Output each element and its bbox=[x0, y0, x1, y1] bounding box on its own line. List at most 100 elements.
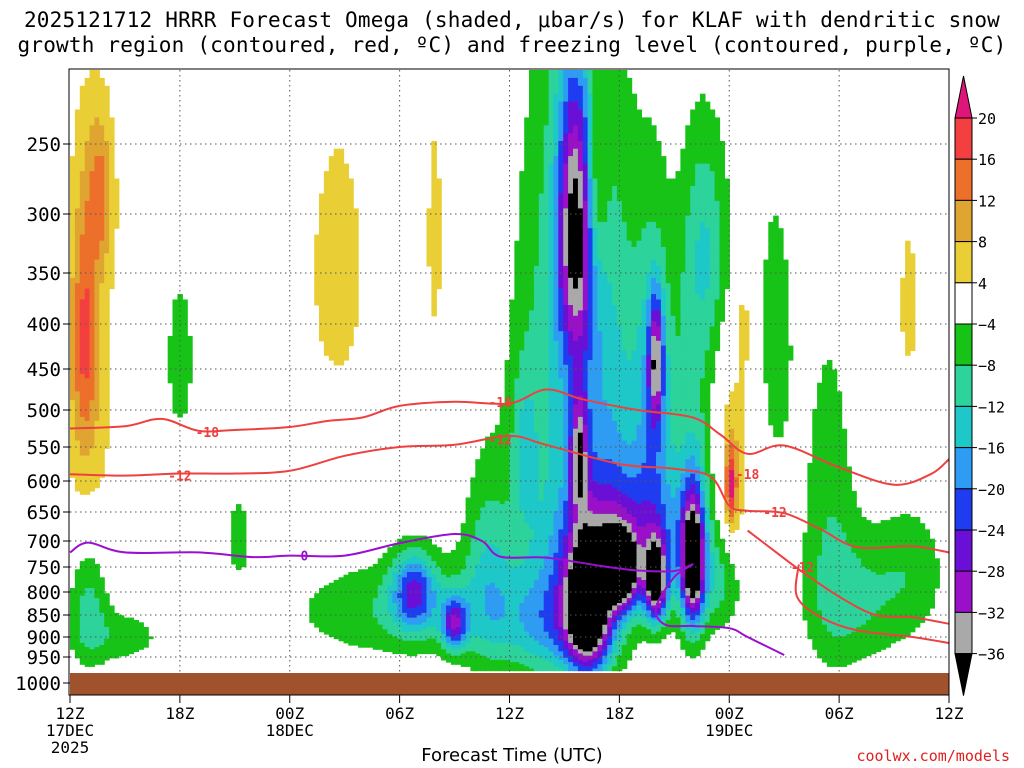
omega-cell bbox=[704, 360, 711, 366]
omega-cell bbox=[641, 440, 647, 446]
omega-cell bbox=[89, 420, 95, 426]
omega-cell bbox=[607, 490, 613, 495]
omega-cell bbox=[646, 355, 652, 361]
omega-cell bbox=[543, 455, 550, 460]
omega-cell bbox=[836, 490, 843, 495]
omega-cell bbox=[636, 364, 642, 371]
omega-cell bbox=[646, 163, 652, 172]
omega-cell bbox=[680, 310, 686, 317]
omega-cell bbox=[631, 440, 638, 446]
omega-cell bbox=[319, 305, 325, 311]
omega-cell bbox=[563, 459, 569, 464]
omega-cell bbox=[660, 163, 667, 172]
omega-cell bbox=[778, 395, 784, 401]
omega-cell bbox=[533, 148, 540, 157]
omega-cell bbox=[480, 497, 486, 502]
omega-cell bbox=[729, 404, 735, 410]
omega-cell bbox=[773, 326, 779, 332]
omega-cell bbox=[631, 428, 638, 434]
omega-cell bbox=[519, 487, 525, 492]
omega-cell bbox=[768, 345, 774, 351]
omega-cell bbox=[577, 369, 584, 375]
omega-cell bbox=[84, 148, 91, 157]
omega-cell bbox=[74, 436, 81, 442]
omega-cell bbox=[99, 221, 105, 229]
omega-cell bbox=[524, 305, 530, 311]
omega-cell bbox=[94, 420, 100, 426]
omega-cell bbox=[783, 310, 789, 317]
omega-cell bbox=[74, 462, 81, 468]
omega-cell bbox=[338, 253, 345, 261]
omega-cell bbox=[768, 247, 774, 254]
omega-cell bbox=[568, 350, 574, 356]
omega-cell bbox=[89, 340, 95, 347]
omega-cell bbox=[704, 133, 711, 142]
omega-cell bbox=[573, 432, 579, 438]
omega-cell bbox=[631, 355, 638, 361]
omega-cell bbox=[514, 265, 520, 273]
omega-cell bbox=[587, 215, 594, 223]
omega-cell bbox=[700, 288, 706, 295]
omega-cell bbox=[79, 400, 86, 406]
omega-cell bbox=[529, 497, 535, 502]
omega-cell bbox=[568, 221, 574, 229]
omega-cell bbox=[70, 360, 76, 366]
omega-cell bbox=[597, 455, 603, 460]
omega-cell bbox=[533, 387, 540, 392]
omega-cell bbox=[704, 299, 711, 306]
omega-cell bbox=[714, 259, 721, 267]
omega-cell bbox=[568, 336, 574, 342]
omega-cell bbox=[573, 265, 579, 273]
omega-cell bbox=[79, 178, 86, 187]
omega-cell bbox=[543, 408, 550, 414]
omega-cell bbox=[651, 345, 657, 351]
omega-cell bbox=[553, 360, 559, 366]
omega-cell bbox=[621, 70, 628, 79]
omega-cell bbox=[314, 299, 320, 306]
omega-cell bbox=[739, 382, 745, 388]
omega-cell bbox=[426, 215, 432, 223]
omega-cell bbox=[709, 378, 716, 384]
omega-cell bbox=[538, 331, 545, 337]
omega-cell bbox=[323, 221, 330, 229]
omega-cell bbox=[670, 288, 677, 295]
omega-cell bbox=[328, 178, 335, 187]
omega-cell bbox=[573, 404, 579, 410]
omega-cell bbox=[670, 400, 677, 406]
omega-cell bbox=[612, 452, 618, 457]
omega-cell bbox=[631, 364, 638, 371]
omega-cell bbox=[182, 360, 188, 366]
omega-cell bbox=[563, 117, 569, 126]
omega-cell bbox=[524, 432, 530, 438]
omega-cell bbox=[343, 228, 349, 236]
omega-cell bbox=[582, 305, 589, 311]
omega-cell bbox=[548, 436, 555, 442]
omega-cell bbox=[909, 283, 916, 290]
omega-cell bbox=[675, 452, 681, 457]
omega-cell bbox=[514, 378, 520, 384]
omega-cell bbox=[573, 428, 579, 434]
omega-cell bbox=[700, 93, 706, 103]
omega-cell bbox=[563, 408, 569, 414]
omega-cell bbox=[94, 470, 100, 475]
omega-cell bbox=[626, 455, 633, 460]
omega-cell bbox=[353, 247, 359, 254]
omega-cell bbox=[328, 200, 335, 209]
omega-cell bbox=[104, 373, 110, 379]
omega-cell bbox=[480, 473, 486, 478]
omega-cell bbox=[79, 436, 86, 442]
omega-cell bbox=[568, 193, 574, 202]
omega-cell bbox=[529, 253, 535, 261]
omega-cell bbox=[74, 234, 81, 242]
omega-cell bbox=[616, 228, 623, 236]
omega-cell bbox=[543, 440, 550, 446]
omega-cell bbox=[656, 400, 662, 406]
omega-cell bbox=[660, 382, 667, 388]
omega-cell bbox=[573, 455, 579, 460]
omega-cell bbox=[822, 477, 828, 482]
omega-cell bbox=[700, 350, 706, 356]
omega-cell bbox=[592, 432, 598, 438]
omega-cell bbox=[704, 148, 711, 157]
omega-cell bbox=[563, 156, 569, 165]
omega-cell bbox=[533, 345, 540, 351]
